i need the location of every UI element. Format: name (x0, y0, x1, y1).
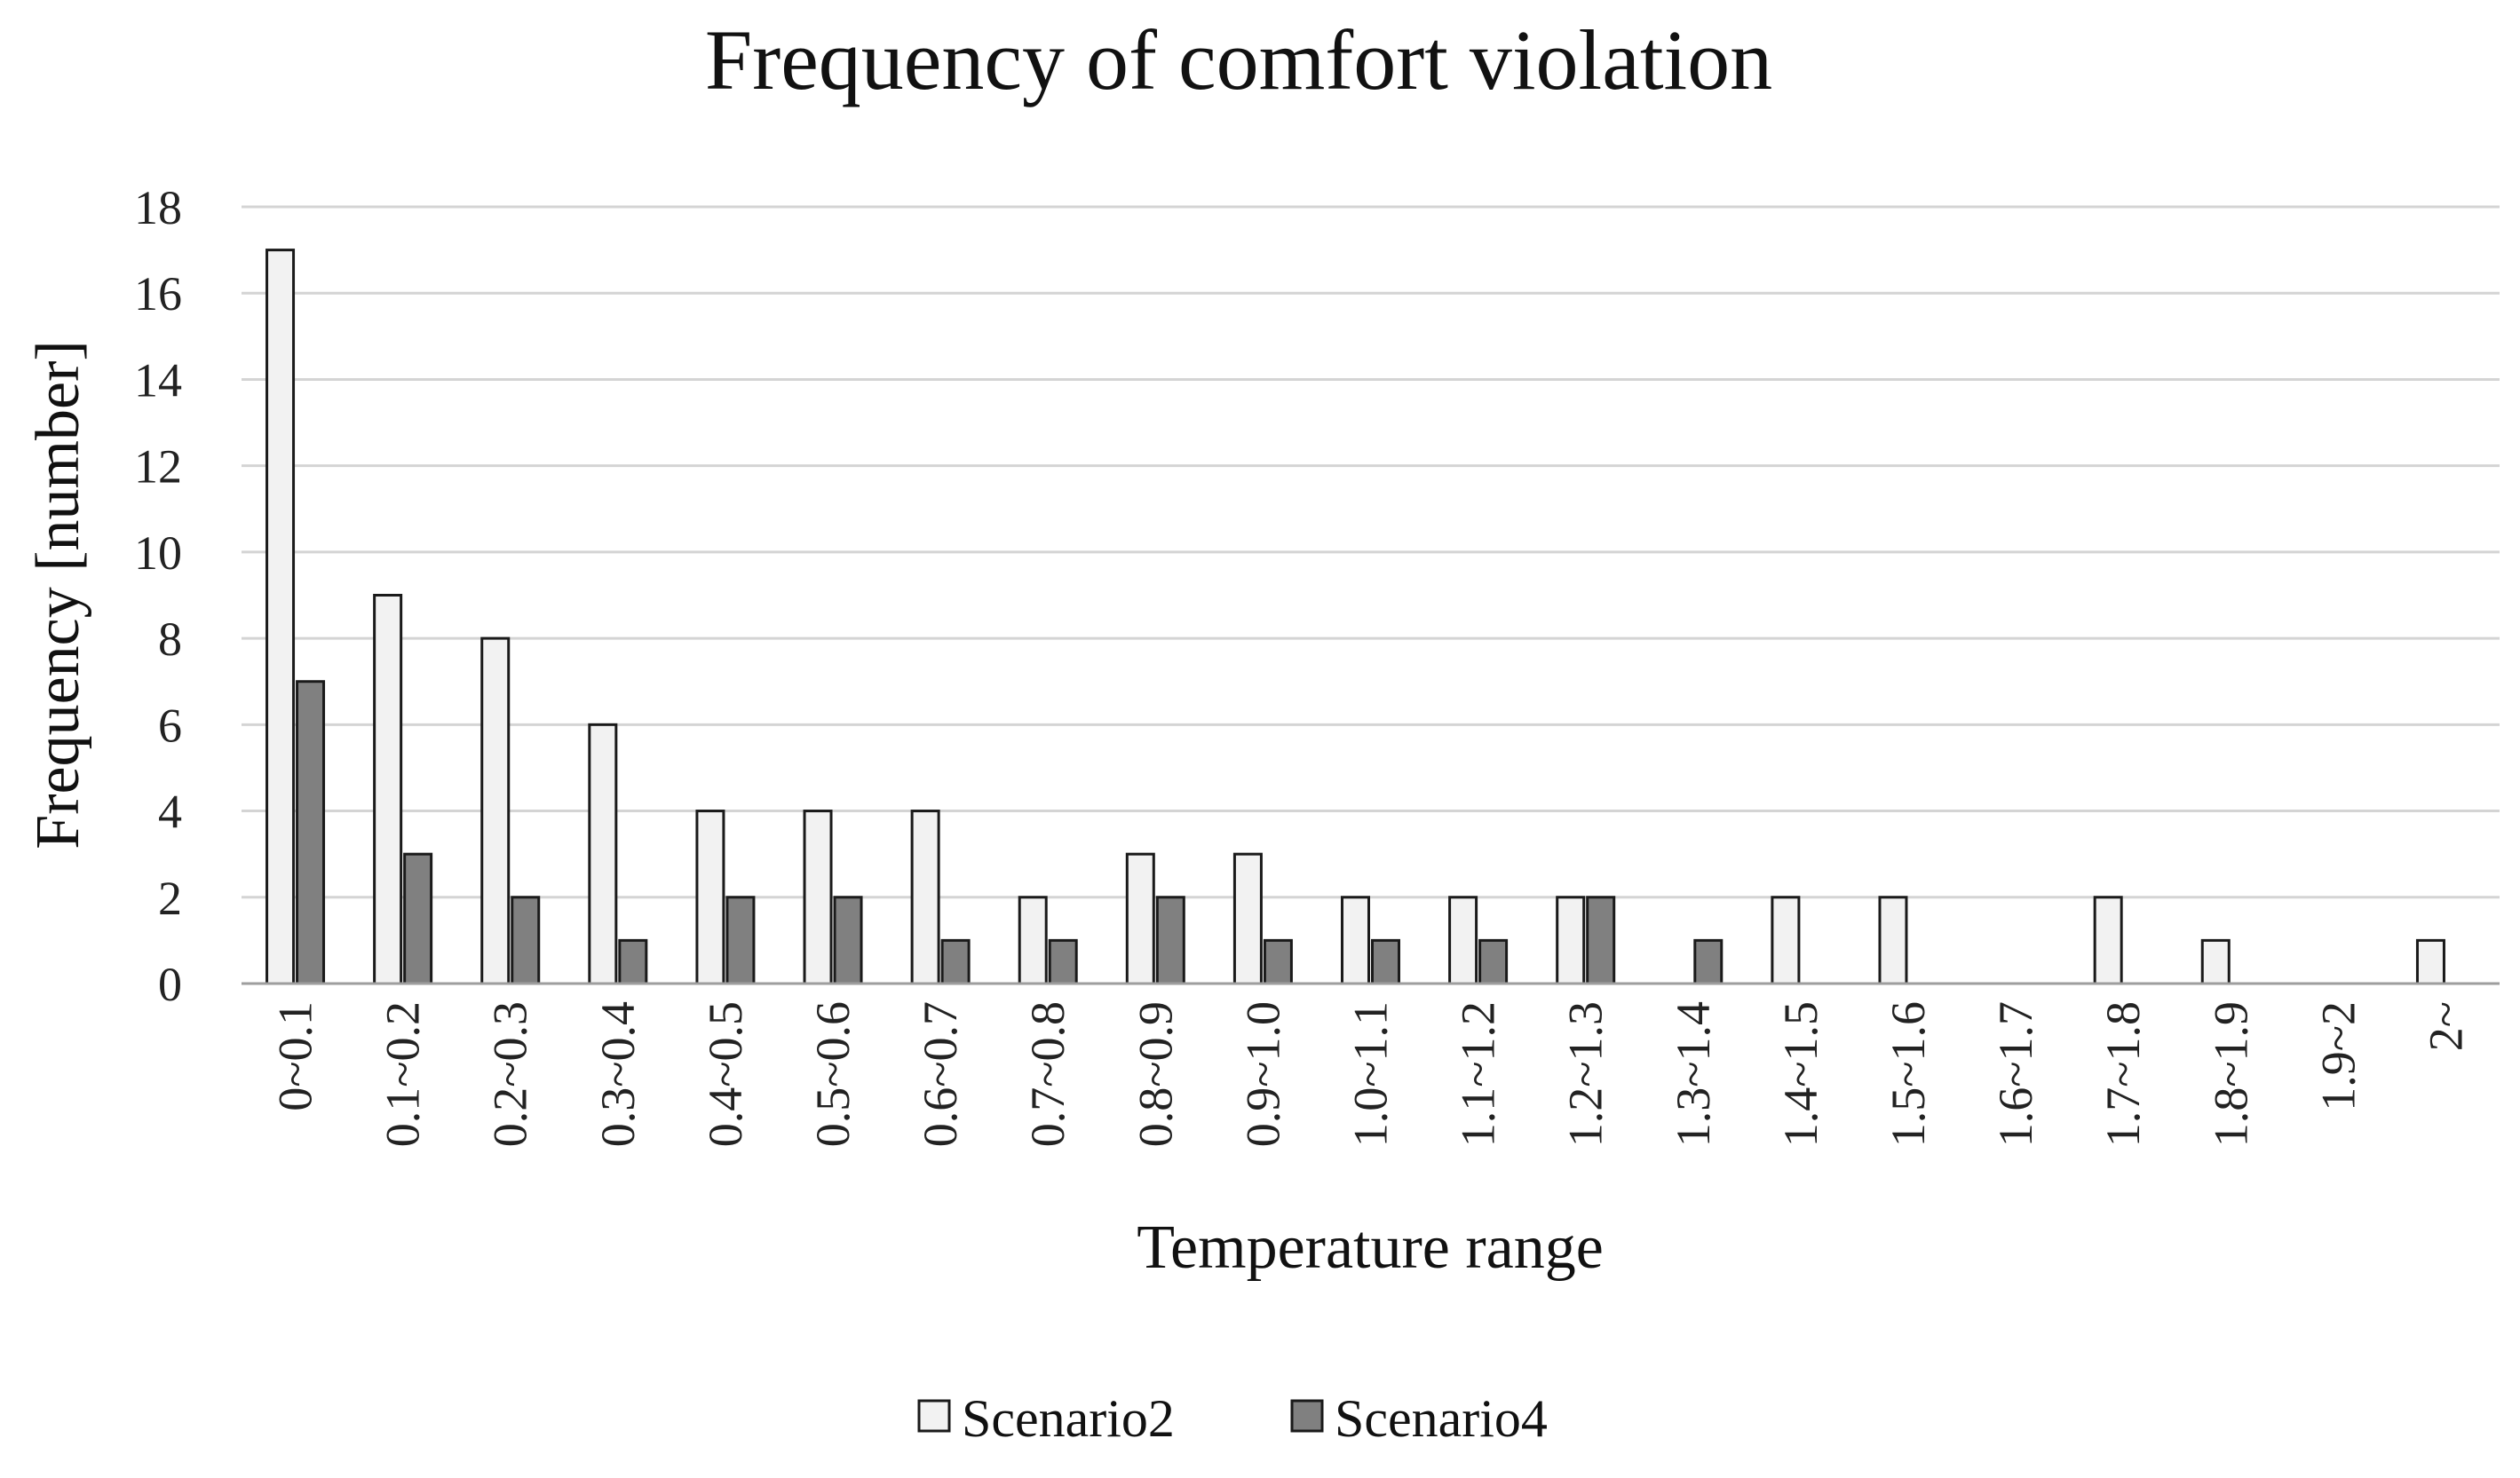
x-tick-label: 0.2~0.3 (484, 1001, 537, 1147)
x-tick-label: 0.8~0.9 (1129, 1001, 1182, 1147)
y-tick-label: 4 (158, 786, 182, 839)
x-tick-label: 1.6~1.7 (1989, 1001, 2042, 1147)
x-axis-title: Temperature range (1137, 1213, 1604, 1282)
x-tick-label: 0.5~0.6 (806, 1001, 860, 1147)
y-tick-label: 2 (158, 872, 182, 925)
bar-scenario2-5 (803, 810, 833, 985)
x-tick-label: 2~ (2419, 1001, 2472, 1051)
bar-scenario4-8 (1155, 896, 1185, 985)
bar-scenario4-0 (296, 680, 326, 985)
bar-scenario4-12 (1586, 896, 1616, 985)
bar-scenario4-11 (1478, 938, 1509, 985)
x-tick-label: 0.3~0.4 (591, 1001, 645, 1147)
chart-title: Frequency of comfort violation (705, 12, 1772, 107)
bar-scenario4-13 (1693, 938, 1724, 985)
legend-label-scenario4: Scenario4 (1335, 1389, 1548, 1448)
x-tick-label: 1.3~1.4 (1667, 1001, 1720, 1147)
bar-scenario2-18 (2200, 938, 2231, 985)
y-tick-label: 10 (134, 526, 182, 580)
bar-scenario2-8 (1125, 852, 1155, 985)
x-tick-label: 1.7~1.8 (2096, 1001, 2150, 1147)
bar-scenario2-10 (1341, 896, 1370, 985)
bar-scenario2-15 (1878, 896, 1908, 985)
x-tick-label: 0.4~0.5 (699, 1001, 752, 1147)
bar-scenario4-2 (511, 896, 541, 985)
bar-scenario2-14 (1771, 896, 1801, 985)
bar-scenario4-1 (403, 852, 433, 985)
bar-scenario2-2 (480, 636, 511, 985)
bar-scenario2-3 (588, 723, 618, 985)
bar-scenario2-0 (265, 249, 296, 985)
y-axis-title: Frequency [number] (24, 340, 92, 849)
bar-scenario2-9 (1232, 852, 1263, 985)
x-tick-label: 1.5~1.6 (1882, 1001, 1935, 1147)
bar-scenario2-6 (910, 810, 940, 985)
bars (265, 249, 2445, 985)
bar-scenario4-4 (725, 896, 756, 985)
legend: Scenario2 Scenario4 (917, 1389, 1548, 1448)
x-tick-label: 1.2~1.3 (1559, 1001, 1613, 1147)
x-tick-label: 1.1~1.2 (1452, 1001, 1505, 1147)
bar-scenario2-7 (1018, 896, 1048, 985)
bar-scenario2-11 (1448, 896, 1478, 985)
x-tick-label: 1.0~1.1 (1344, 1001, 1398, 1147)
bar-scenario2-17 (2093, 896, 2123, 985)
bar-scenario4-5 (833, 896, 863, 985)
x-tick-label: 0.6~0.7 (914, 1001, 967, 1147)
bar-scenario2-4 (695, 810, 725, 985)
y-axis-ticks: 0 2 4 6 8 10 12 14 16 18 (134, 181, 182, 1011)
bar-scenario2-12 (1556, 896, 1586, 985)
bar-scenario4-3 (618, 938, 648, 985)
bar-scenario4-9 (1263, 938, 1293, 985)
y-tick-label: 8 (158, 613, 182, 666)
x-tick-label: 0.9~1.0 (1236, 1001, 1289, 1147)
x-tick-label: 1.9~2 (2311, 1001, 2365, 1111)
y-tick-label: 12 (134, 440, 182, 494)
x-tick-label: 1.8~1.9 (2204, 1001, 2257, 1147)
x-axis-ticks: 0~0.1 0.1~0.2 0.2~0.3 0.3~0.4 0.4~0.5 0.5~0.6… (269, 1001, 2473, 1147)
bar-scenario4-10 (1371, 938, 1400, 985)
bar-scenario4-6 (940, 938, 971, 985)
x-tick-label: 1.4~1.5 (1774, 1001, 1827, 1147)
bar-scenario2-1 (373, 594, 403, 985)
x-tick-label: 0~0.1 (269, 1001, 322, 1111)
bar-scenario4-7 (1048, 938, 1078, 985)
y-tick-label: 6 (158, 699, 182, 752)
y-tick-label: 0 (158, 958, 182, 1011)
legend-swatch-scenario4 (1290, 1399, 1324, 1433)
y-tick-label: 14 (134, 353, 182, 407)
x-tick-label: 0.7~0.8 (1021, 1001, 1074, 1147)
legend-swatch-scenario2 (917, 1399, 951, 1433)
y-tick-label: 16 (134, 267, 182, 320)
x-tick-label: 0.1~0.2 (376, 1001, 430, 1147)
gridlines (242, 205, 2500, 899)
bar-scenario2-20 (2415, 938, 2445, 985)
legend-label-scenario2: Scenario2 (962, 1389, 1175, 1448)
y-tick-label: 18 (134, 181, 182, 234)
